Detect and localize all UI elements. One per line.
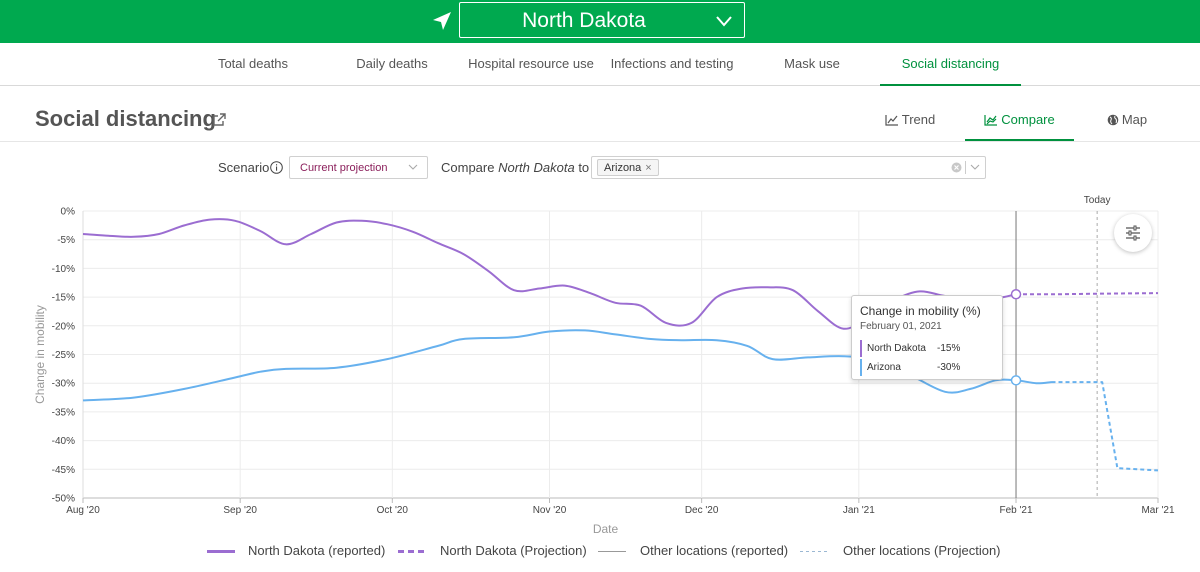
- tooltip-title: Change in mobility (%): [860, 304, 981, 318]
- globe-icon: [1107, 114, 1119, 126]
- input-separator: [965, 161, 966, 174]
- clear-icon[interactable]: [951, 162, 962, 173]
- chart-grid: [82, 210, 1159, 503]
- external-link-icon[interactable]: [212, 113, 226, 127]
- view-compare-label: Compare: [1001, 112, 1055, 127]
- page-title: Social distancing: [35, 106, 216, 131]
- remove-tag-icon[interactable]: ×: [645, 162, 652, 174]
- x-tick-label: Aug '20: [66, 505, 100, 516]
- legend-swatch: [207, 550, 235, 553]
- y-tick-label: -40%: [52, 436, 75, 447]
- x-tick-label: Mar '21: [1141, 505, 1174, 516]
- series-north-dakota-projection: [1016, 292, 1159, 296]
- legend-label: North Dakota (Projection): [440, 543, 587, 558]
- y-tick-label: 0%: [61, 207, 76, 218]
- tooltip-date: February 01, 2021: [860, 321, 942, 332]
- legend-swatch: [800, 551, 828, 552]
- y-tick-label: -50%: [52, 494, 75, 505]
- marker-north-dakota: [1010, 288, 1022, 300]
- compare-suffix: to: [578, 160, 590, 175]
- view-map-button[interactable]: Map: [1094, 100, 1160, 141]
- compare-prefix: Compare: [441, 160, 495, 175]
- header-divider: [0, 141, 1200, 142]
- x-axis-title: Date: [593, 522, 619, 536]
- tooltip-color-bar: [860, 359, 862, 376]
- navigation-arrow-icon[interactable]: [430, 9, 454, 33]
- tab-infections-testing[interactable]: Infections and testing: [610, 56, 734, 71]
- location-tag: Arizona ×: [597, 159, 659, 176]
- tab-mask-use[interactable]: Mask use: [784, 56, 840, 71]
- y-tick-label: -20%: [52, 321, 75, 332]
- compare-locations-input[interactable]: Arizona ×: [591, 156, 986, 179]
- y-tick-label: -45%: [52, 465, 75, 476]
- compare-chart-icon: [984, 115, 998, 126]
- legend-label: Other locations (reported): [640, 543, 789, 558]
- legend-swatch: [398, 550, 426, 553]
- y-tick-label: -25%: [52, 350, 75, 361]
- tooltip-row-north-dakota: North Dakota -15%: [860, 340, 1000, 357]
- series-arizona-projection: [1051, 381, 1159, 472]
- y-axis: 0% -5% -10% -15% -20% -25% -30% -35% -40% -45% -50…: [52, 207, 75, 505]
- x-tick-label: Jan '21: [843, 505, 875, 516]
- line-chart-icon: [885, 115, 898, 126]
- today-label: Today: [1084, 195, 1111, 206]
- compare-location: North Dakota: [498, 160, 575, 175]
- view-map-label: Map: [1121, 112, 1148, 127]
- marker-arizona: [1010, 375, 1022, 386]
- tooltip-row-arizona: Arizona -30%: [860, 359, 1000, 376]
- chevron-down-icon[interactable]: [970, 163, 980, 171]
- info-icon[interactable]: [270, 161, 283, 174]
- scenario-label: Scenario: [218, 160, 270, 175]
- legend-label: Other locations (Projection): [843, 543, 1001, 558]
- view-trend-label: Trend: [901, 112, 936, 127]
- series-arizona-reported: [82, 329, 1052, 402]
- x-tick-label: Sep '20: [223, 505, 257, 516]
- metric-tabs: Total deaths Daily deaths Hospital resou…: [0, 43, 1200, 86]
- chevron-down-icon: [408, 164, 418, 170]
- chevron-down-icon: [716, 16, 732, 27]
- y-tick-label: -10%: [52, 264, 75, 275]
- tab-total-deaths[interactable]: Total deaths: [217, 56, 289, 71]
- tooltip-color-bar: [860, 340, 862, 357]
- scenario-select[interactable]: Current projection: [289, 156, 428, 179]
- view-trend-button[interactable]: Trend: [868, 100, 952, 141]
- location-dropdown[interactable]: North Dakota: [459, 2, 745, 38]
- view-compare-button[interactable]: Compare: [965, 100, 1074, 141]
- chart-tooltip: Change in mobility (%) February 01, 2021…: [851, 295, 1003, 380]
- x-tick-label: Nov '20: [533, 505, 567, 516]
- y-tick-label: -35%: [52, 407, 75, 418]
- x-tick-label: Feb '21: [999, 505, 1032, 516]
- chart-legend: North Dakota (reported) North Dakota (Pr…: [0, 540, 1200, 562]
- y-tick-label: -15%: [52, 293, 75, 304]
- x-tick-label: Dec '20: [685, 505, 719, 516]
- scenario-value: Current projection: [300, 162, 388, 174]
- y-tick-label: -30%: [52, 379, 75, 390]
- location-name: North Dakota: [522, 9, 646, 32]
- tooltip-row-name: North Dakota: [867, 343, 926, 354]
- sliders-icon: [1126, 225, 1140, 241]
- tooltip-row-value: -15%: [937, 343, 961, 354]
- top-bar: North Dakota: [0, 0, 1200, 43]
- x-axis: Aug '20 Sep '20 Oct '20 Nov '20 Dec '20 Jan '…: [66, 505, 1175, 516]
- location-tag-label: Arizona: [604, 162, 642, 174]
- x-tick-label: Oct '20: [377, 505, 409, 516]
- tab-social-distancing[interactable]: Social distancing: [880, 43, 1021, 86]
- y-axis-title: Change in mobility: [33, 305, 47, 404]
- mobility-chart: 0% -5% -10% -15% -20% -25% -30% -35% -40% -45% -50…: [33, 195, 1175, 536]
- tab-hospital-resource-use[interactable]: Hospital resource use: [468, 56, 594, 71]
- tooltip-row-value: -30%: [937, 362, 961, 373]
- chart-settings-button[interactable]: [1114, 214, 1152, 252]
- compare-label: Compare North Dakota to: [441, 160, 589, 175]
- legend-swatch: [598, 551, 626, 552]
- legend-label: North Dakota (reported): [248, 543, 386, 558]
- tab-daily-deaths[interactable]: Daily deaths: [356, 56, 428, 71]
- tooltip-row-name: Arizona: [867, 362, 901, 373]
- chart-markers: [1010, 288, 1022, 386]
- y-tick-label: -5%: [57, 235, 75, 246]
